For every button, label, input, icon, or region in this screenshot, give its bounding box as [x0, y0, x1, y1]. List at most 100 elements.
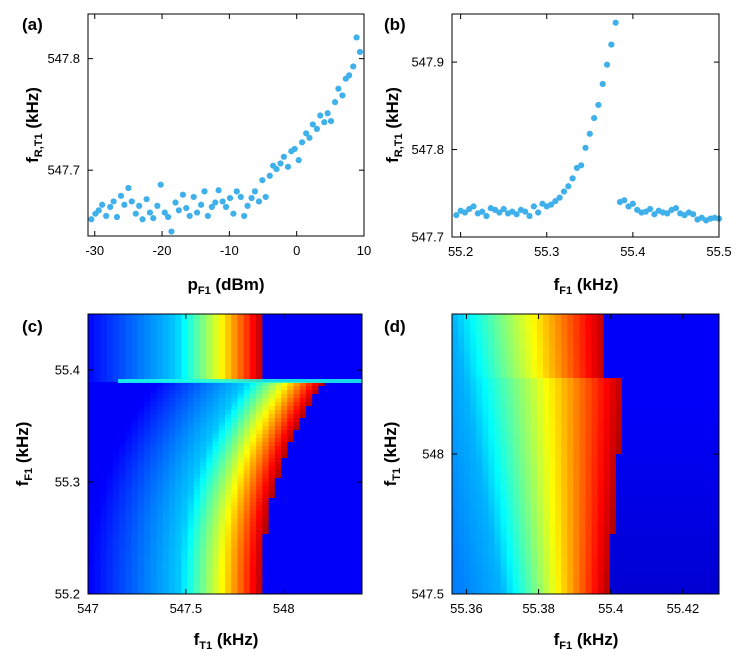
- heatmap-cell: [88, 586, 95, 591]
- heatmap-cell: [168, 510, 176, 515]
- heatmap-cell: [658, 358, 665, 363]
- heatmap-cell: [256, 394, 263, 399]
- scatter-point: [500, 205, 507, 213]
- heatmap-cell: [175, 398, 183, 403]
- heatmap-cell: [355, 478, 362, 483]
- heatmap-cell: [212, 482, 220, 487]
- heatmap-cell: [318, 470, 326, 475]
- heatmap-cell: [324, 506, 332, 511]
- heatmap-cell: [181, 326, 189, 331]
- heatmap-cell: [458, 346, 465, 351]
- heatmap-cell: [281, 534, 288, 539]
- heatmap-cell: [337, 494, 344, 499]
- heatmap-cell: [249, 394, 257, 399]
- heatmap-cell: [609, 426, 617, 431]
- heatmap-cell: [652, 378, 659, 383]
- scatter-point: [128, 198, 135, 205]
- heatmap-cell: [712, 438, 719, 443]
- heatmap-cell: [131, 430, 139, 435]
- heatmap-cell: [175, 482, 183, 487]
- heatmap-cell: [670, 322, 678, 327]
- heatmap-cell: [168, 454, 176, 459]
- panel-label-b: (b): [384, 15, 406, 34]
- heatmap-cell: [125, 570, 133, 575]
- heatmap-cell: [131, 414, 139, 419]
- heatmap-cell: [225, 322, 232, 327]
- heatmap-cell: [181, 570, 189, 575]
- heatmap-cell: [640, 394, 647, 399]
- heatmap-cell: [500, 318, 508, 323]
- heatmap-cell: [293, 462, 301, 467]
- heatmap-cell: [312, 354, 320, 359]
- heatmap-cell: [175, 538, 183, 543]
- heatmap-cell: [324, 462, 332, 467]
- heatmap-cell: [218, 458, 226, 463]
- heatmap-cell: [299, 494, 307, 499]
- heatmap-cell: [125, 582, 133, 587]
- heatmap-cell: [119, 374, 126, 379]
- heatmap-cell: [712, 454, 719, 459]
- heatmap-cell: [119, 322, 126, 327]
- heatmap-cell: [349, 586, 357, 591]
- heatmap-cell: [156, 322, 164, 327]
- heatmap-cell: [615, 314, 623, 319]
- heatmap-cell: [181, 422, 189, 427]
- heatmap-cell: [262, 578, 270, 583]
- heatmap-cell: [94, 478, 102, 483]
- heatmap-cell: [482, 326, 490, 331]
- heatmap-cell: [682, 370, 690, 375]
- heatmap-cell: [249, 522, 257, 527]
- heatmap-cell: [100, 550, 108, 555]
- heatmap-cell: [274, 326, 282, 331]
- heatmap-cell: [243, 482, 251, 487]
- heatmap-cell: [634, 462, 641, 467]
- heatmap-cell: [100, 338, 108, 343]
- heatmap-cell: [355, 586, 362, 591]
- heatmap-cell: [88, 426, 95, 431]
- heatmap-cell: [549, 326, 556, 331]
- heatmap-cell: [488, 318, 496, 323]
- heatmap-cell: [627, 426, 635, 431]
- heatmap-cell: [676, 414, 684, 419]
- heatmap-cell: [144, 498, 151, 503]
- heatmap-cell: [299, 350, 307, 355]
- heatmap-cell: [94, 370, 102, 375]
- heatmap-cell: [193, 414, 201, 419]
- heatmap-cell: [225, 366, 232, 371]
- heatmap-cell: [212, 446, 220, 451]
- heatmap-cell: [94, 338, 102, 343]
- heatmap-cell: [125, 314, 133, 319]
- heatmap-cell: [324, 350, 332, 355]
- heatmap-cell: [337, 470, 344, 475]
- heatmap-cell: [567, 346, 574, 351]
- heatmap-cell: [94, 510, 102, 515]
- heatmap-cell: [168, 494, 176, 499]
- heatmap-cell: [494, 318, 502, 323]
- heatmap-cell: [156, 330, 164, 335]
- heatmap-cell: [193, 526, 201, 531]
- heatmap-cell: [634, 422, 641, 427]
- heatmap-cell: [256, 406, 263, 411]
- heatmap-cell: [706, 462, 714, 467]
- heatmap-cell: [512, 314, 520, 319]
- heatmap-cell: [712, 326, 719, 331]
- heatmap-cell: [640, 334, 647, 339]
- heatmap-cell: [225, 550, 232, 555]
- heatmap-cell: [200, 542, 207, 547]
- heatmap-cell: [305, 450, 313, 455]
- heatmap-cell: [162, 322, 170, 327]
- heatmap-cell: [168, 558, 176, 563]
- heatmap-cell: [231, 326, 239, 331]
- heatmap-cell: [187, 562, 195, 567]
- heatmap-cell: [150, 314, 158, 319]
- heatmap-cell: [464, 378, 471, 383]
- heatmap-cell: [688, 378, 696, 383]
- heatmap-cell: [555, 374, 562, 379]
- heatmap-cell: [268, 442, 276, 447]
- heatmap-cell: [106, 414, 114, 419]
- heatmap-cell: [676, 442, 684, 447]
- heatmap-cell: [274, 518, 282, 523]
- heatmap-cell: [206, 538, 214, 543]
- heatmap-cell: [337, 314, 344, 319]
- heatmap-cell: [212, 426, 220, 431]
